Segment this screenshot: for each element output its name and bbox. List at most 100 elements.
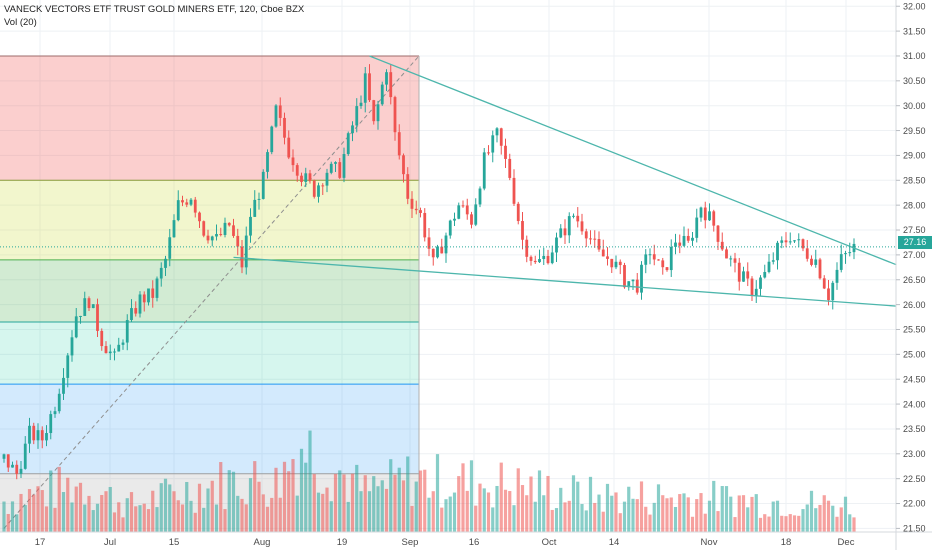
fib-retracement[interactable] [0,55,420,532]
candle-body [385,72,388,85]
candle-body [610,258,614,268]
volume-bar [206,488,210,532]
volume-bar [253,461,257,532]
candle-body [159,267,163,279]
candle-body [283,117,286,138]
candle-body [244,235,248,268]
volume-bar [193,512,197,532]
volume-bar [355,464,359,532]
candle-body [79,315,82,317]
volume-bar [546,475,550,532]
candle-body [321,185,325,187]
candle-body [478,188,482,205]
candle-body [410,198,414,209]
candle-body [236,235,240,247]
volume-bar [210,480,214,532]
candle-body [261,171,265,199]
candle-body [686,235,690,241]
volume-bar [329,501,333,532]
volume-bar [690,516,695,532]
volume-bar [19,493,23,532]
x-tick-label: 14 [609,537,620,548]
candle-body [763,271,767,278]
candle-body [457,205,461,219]
candle-body [49,414,53,434]
volume-bar [108,486,112,532]
volume-bar [2,501,6,532]
candle-body [725,249,728,259]
candle-body [104,346,108,354]
volume-bar [104,491,108,532]
y-tick-label: 25.50 [903,325,926,335]
candle-body [164,258,167,268]
candle-body [627,281,631,288]
candle-body [525,239,529,257]
candle-body [198,212,201,222]
candle-body [521,221,524,240]
volume-bar [74,486,78,532]
candle-body [278,105,282,118]
candle-body [23,443,27,469]
volume-bar [231,471,236,532]
candle-body [325,172,329,186]
volume-bar [112,512,117,532]
candle-body [661,260,665,268]
volume-bar [457,476,461,532]
y-tick-label: 26.50 [903,275,926,285]
volume-bar [763,514,767,532]
volume-bar [622,501,627,532]
y-tick-label: 27.00 [903,250,926,260]
volume-bar [682,493,686,532]
volume-bar [261,494,265,532]
volume-bar [661,495,665,532]
candle-body [193,199,197,213]
volume-bar [61,491,66,532]
candle-body [295,165,299,176]
volume-bar [678,494,682,532]
trendlines[interactable] [0,55,897,307]
volume-bar [155,507,159,532]
y-tick-label: 31.00 [903,51,926,61]
volume-bar [597,494,601,532]
volume-bar [338,470,342,532]
volume-bar [125,498,129,532]
candle-body [100,330,104,347]
candle-body [249,216,252,236]
volume-bar [83,504,87,532]
candle-body [189,199,193,205]
candle-body [2,454,6,459]
volume-bar [440,507,444,532]
candle-body [291,157,295,166]
volume-bar [367,491,372,532]
candle-body [818,259,822,279]
y-tick-label: 32.00 [903,1,926,11]
candle-body [844,253,847,255]
volume-bar [291,459,295,532]
candle-body [504,145,507,159]
candle-body [618,261,622,266]
volume-bar [520,485,525,532]
chart-legend: VANECK VECTORS ETF TRUST GOLD MINERS ETF… [4,3,304,29]
volume-bar [839,507,843,532]
candle-body [801,239,805,249]
candle-body [308,173,312,181]
volume-bar [95,503,100,532]
volume-bar [686,497,690,532]
volume-bar [325,487,329,532]
volume-bar [614,492,618,532]
candle-body [550,252,554,264]
volume-bar [516,468,520,532]
volume-bar [809,490,814,532]
volume-bar [44,506,49,532]
volume-bar [6,513,10,532]
volume-bar [580,504,584,532]
candle-body [312,180,316,197]
candle-body [253,199,257,217]
volume-bar [146,509,151,532]
volume-indicator-label: Vol (20) [4,17,37,28]
volume-bar [316,492,321,532]
candle-body [368,73,371,101]
